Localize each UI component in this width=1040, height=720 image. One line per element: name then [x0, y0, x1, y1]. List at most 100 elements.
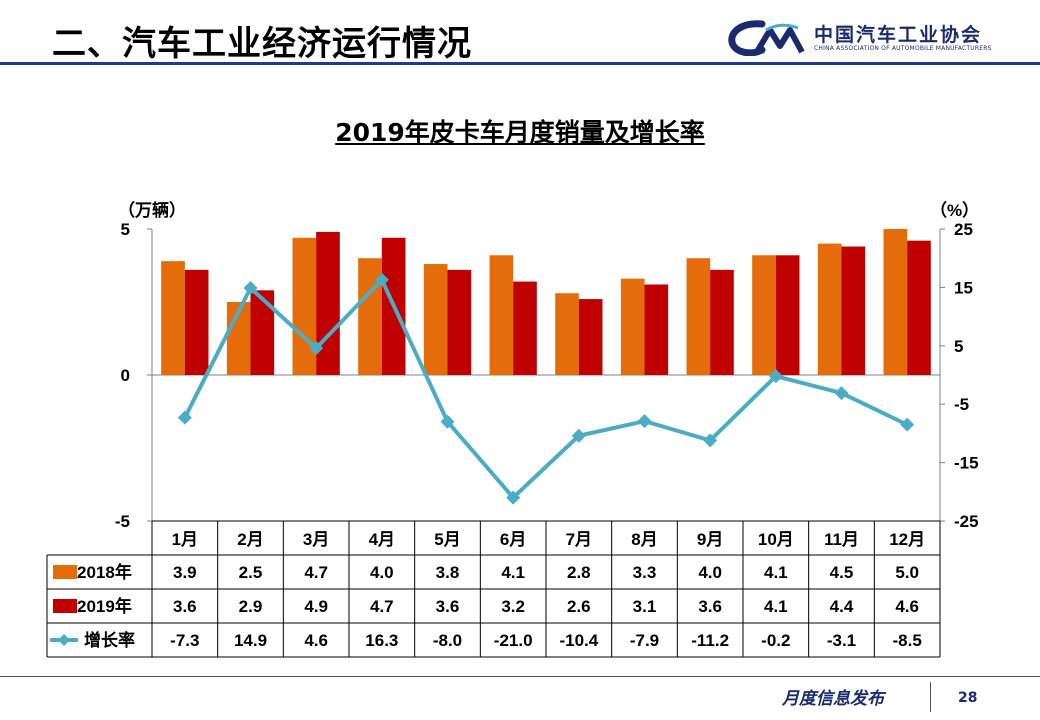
- bar-2019: [184, 269, 209, 375]
- growth-rate-point: [309, 341, 324, 356]
- category-label: 1月: [172, 530, 198, 549]
- bar-2019: [841, 246, 866, 375]
- bar-2018: [358, 258, 382, 375]
- page-number: 28: [958, 690, 978, 706]
- table-value: 4.7: [370, 597, 394, 616]
- y-left-unit-label: （万辆）: [118, 200, 186, 220]
- table-value: -7.3: [170, 631, 199, 650]
- cam-logo-icon: [728, 20, 805, 56]
- bar-2019: [775, 255, 800, 375]
- growth-rate-point: [900, 417, 915, 432]
- table-value: -0.2: [761, 631, 790, 650]
- bar-2018: [883, 229, 908, 375]
- bar-2019: [644, 284, 669, 375]
- y-left-tick-label: 0: [121, 366, 130, 385]
- legend-marker-swatch: [58, 634, 70, 646]
- table-value: 4.6: [895, 597, 919, 616]
- bar-2018: [686, 258, 711, 375]
- table-value: 3.1: [633, 597, 657, 616]
- legend-label: 2018年: [77, 562, 132, 582]
- growth-rate-point: [571, 428, 586, 443]
- bar-2019: [578, 299, 603, 375]
- table-value: -11.2: [691, 631, 729, 650]
- growth-rate-point: [703, 433, 718, 448]
- table-value: 4.1: [764, 597, 788, 616]
- table-value: 4.0: [698, 563, 722, 582]
- sales-growth-chart: （万辆） （%） 5 0 -5 25 15 5 -5 -15 -25 1月 2月 3月 4月 5月 6月 7月 8月…: [46, 200, 979, 658]
- chart-title: 2019年皮卡车月度销量及增长率: [335, 118, 705, 147]
- page-title: 二、汽车工业经济运行情况: [52, 24, 472, 64]
- bar-2018: [161, 261, 185, 375]
- table-value: -10.4: [559, 631, 598, 650]
- category-label: 3月: [303, 530, 329, 549]
- table-value: -21.0: [494, 631, 533, 650]
- y-right-tick-label: 5: [954, 337, 963, 356]
- table-value: 3.2: [501, 597, 525, 616]
- category-label: 11月: [824, 530, 859, 549]
- table-value: 14.9: [234, 631, 267, 650]
- growth-rate-point: [768, 369, 783, 384]
- growth-rate-point: [440, 414, 455, 429]
- y-right-tick-label: 15: [954, 278, 973, 297]
- table-value: 5.0: [895, 563, 919, 582]
- category-label: 9月: [697, 530, 723, 549]
- table-value: 3.3: [633, 563, 657, 582]
- table-value: 4.1: [764, 563, 788, 582]
- table-value: 3.9: [173, 563, 197, 582]
- table-value: 4.6: [304, 631, 328, 650]
- category-label: 2月: [237, 530, 263, 549]
- table-value: 4.5: [830, 563, 854, 582]
- header-divider: [0, 62, 1040, 65]
- table-value: 4.1: [501, 563, 525, 582]
- y-right-tick-label: 25: [954, 220, 973, 239]
- growth-rate-point: [506, 490, 521, 505]
- growth-rate-point: [243, 280, 258, 295]
- table-value: -7.9: [630, 631, 659, 650]
- table-value: 3.6: [698, 597, 722, 616]
- table-value: 4.0: [370, 563, 394, 582]
- logo-en-name: CHINA ASSOCIATION OF AUTOMOBILE MANUFACT…: [814, 45, 992, 52]
- bar-2018: [620, 278, 645, 375]
- growth-rate-point: [637, 414, 652, 429]
- table-value: 3.8: [436, 563, 460, 582]
- association-logo: 中国汽车工业协会 CHINA ASSOCIATION OF AUTOMOBILE…: [728, 18, 998, 58]
- bar-2019: [513, 281, 537, 375]
- table-value: 3.6: [436, 597, 460, 616]
- bar-2019: [250, 290, 275, 375]
- growth-rate-line: [183, 277, 909, 500]
- bar-2018: [489, 255, 514, 375]
- table-value: 4.9: [304, 597, 328, 616]
- bar-2018: [555, 293, 579, 375]
- category-label: 7月: [566, 530, 592, 549]
- table-value: -8.0: [433, 631, 462, 650]
- bar-2018: [817, 243, 842, 375]
- bar-2019: [710, 269, 734, 375]
- legend-swatch-2019年: [53, 599, 77, 613]
- table-value: 16.3: [365, 631, 398, 650]
- footer-separator: [930, 682, 931, 712]
- table-value: -3.1: [827, 631, 856, 650]
- bar-2019: [907, 240, 931, 375]
- footer-divider: [0, 676, 1040, 677]
- table-value: -8.5: [893, 631, 922, 650]
- y-left-tick-label: 5: [121, 220, 130, 239]
- y-right-unit-label: （%）: [930, 200, 979, 220]
- category-label: 12月: [889, 530, 925, 549]
- bar-2019: [316, 231, 340, 375]
- legend-label: 增长率: [84, 630, 135, 650]
- table-value: 4.4: [830, 597, 854, 616]
- y-right-tick-label: -15: [954, 454, 979, 473]
- footer-label: 月度信息发布: [782, 689, 884, 709]
- bar-2018: [752, 255, 776, 375]
- y-left-tick-label: -5: [115, 512, 130, 531]
- table-value: 2.8: [567, 563, 591, 582]
- bar-2018: [292, 237, 317, 375]
- category-label: 6月: [500, 530, 526, 549]
- growth-rate-point: [374, 272, 389, 287]
- legend-label: 2019年: [77, 596, 132, 616]
- category-label: 4月: [369, 530, 395, 549]
- growth-rate-point: [177, 410, 192, 425]
- y-right-tick-label: -25: [954, 512, 979, 531]
- legend-swatch-2018年: [53, 565, 77, 579]
- bar-2019: [447, 269, 472, 375]
